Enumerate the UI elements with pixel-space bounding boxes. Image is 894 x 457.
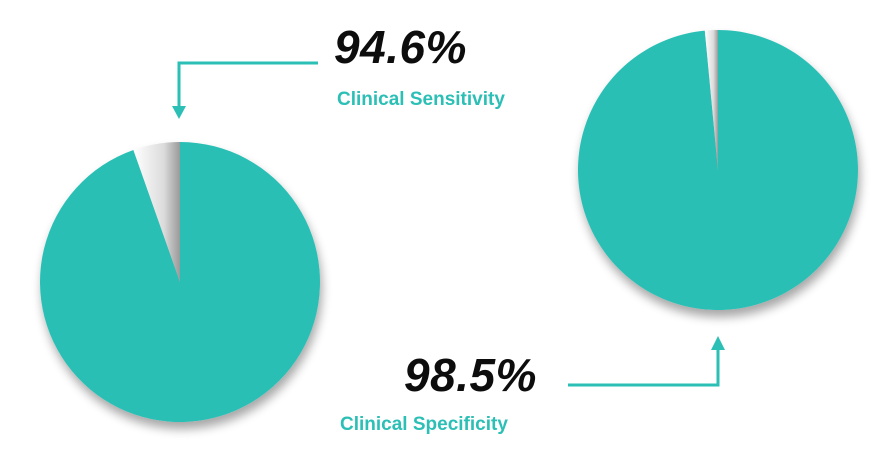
specificity-arrowhead [711, 336, 725, 350]
sensitivity-remainder-slice [133, 142, 180, 282]
sensitivity-label: Clinical Sensitivity [337, 89, 505, 110]
specificity-value: 98.5% [404, 349, 537, 401]
specificity-connector-line [568, 348, 720, 387]
specificity-remainder-slice [704, 30, 718, 170]
specificity-label: Clinical Specificity [340, 414, 508, 435]
sensitivity-pie [40, 142, 321, 423]
sensitivity-main-slice [40, 142, 321, 423]
sensitivity-connector-line [177, 61, 318, 108]
specificity-pie [577, 30, 858, 310]
specificity-main-slice [577, 30, 858, 310]
sensitivity-value: 94.6% [334, 21, 467, 73]
sensitivity-arrowhead [172, 106, 186, 119]
